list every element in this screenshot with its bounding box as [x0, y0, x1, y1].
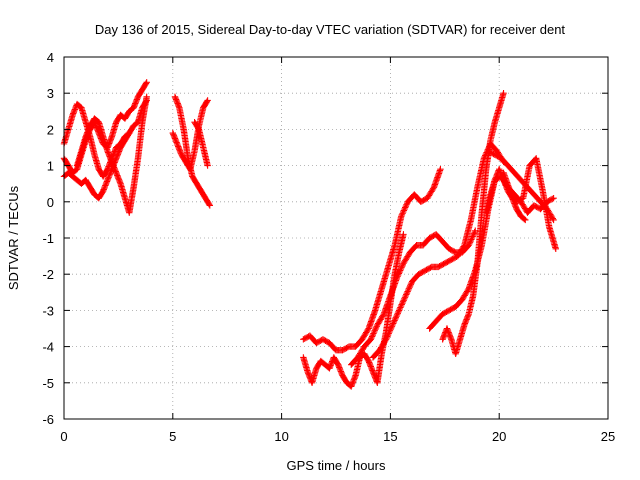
data-point-markers	[482, 166, 529, 224]
x-tick-label: 5	[169, 429, 176, 444]
axis-ticks: 0 5 10 15 20 25 -6 -5 -4 -3 -2 -1 0 1 2 3 4	[42, 50, 615, 444]
series-track-j	[348, 227, 479, 368]
series-track-e	[171, 93, 213, 209]
y-tick-label: -3	[42, 303, 54, 318]
series-track-p	[482, 166, 529, 224]
chart-title: Day 136 of 2015, Sidereal Day-to-day VTE…	[95, 22, 566, 37]
x-tick-label: 20	[492, 429, 506, 444]
y-tick-label: 2	[47, 122, 54, 137]
y-tick-label: -6	[42, 412, 54, 427]
data-point-markers	[171, 93, 213, 209]
x-tick-label: 10	[274, 429, 288, 444]
data-points	[60, 79, 559, 390]
series-track-h	[300, 166, 444, 354]
y-tick-label: -1	[42, 231, 54, 246]
x-axis-label: GPS time / hours	[287, 458, 386, 473]
y-tick-label: -5	[42, 376, 54, 391]
data-point-markers	[439, 90, 507, 358]
x-tick-label: 25	[601, 429, 615, 444]
data-point-markers	[348, 227, 479, 368]
series-track-m	[439, 90, 507, 358]
y-tick-label: 1	[47, 159, 54, 174]
y-axis-label: SDTVAR / TECUs	[6, 185, 21, 290]
data-point-markers	[300, 166, 444, 354]
y-tick-label: -4	[42, 340, 54, 355]
y-tick-label: -2	[42, 267, 54, 282]
y-tick-label: 3	[47, 86, 54, 101]
series-track-g	[191, 118, 211, 169]
series-track-d	[73, 93, 150, 216]
x-tick-label: 0	[60, 429, 67, 444]
x-tick-label: 15	[383, 429, 397, 444]
series-track-f	[169, 97, 211, 173]
data-point-markers	[169, 97, 211, 173]
data-point-markers	[191, 118, 211, 169]
y-tick-label: 4	[47, 50, 54, 65]
y-tick-label: 0	[47, 195, 54, 210]
data-point-markers	[73, 93, 150, 216]
